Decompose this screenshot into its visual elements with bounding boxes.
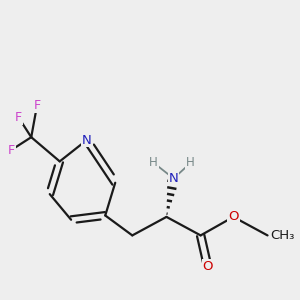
Text: O: O xyxy=(228,210,238,224)
Text: H: H xyxy=(149,156,158,169)
Text: H: H xyxy=(186,156,195,169)
Text: F: F xyxy=(33,99,40,112)
Text: O: O xyxy=(202,260,213,273)
Text: N: N xyxy=(82,134,92,146)
Text: F: F xyxy=(8,143,15,157)
Text: CH₃: CH₃ xyxy=(270,229,295,242)
Text: F: F xyxy=(15,111,22,124)
Text: N: N xyxy=(169,172,178,185)
